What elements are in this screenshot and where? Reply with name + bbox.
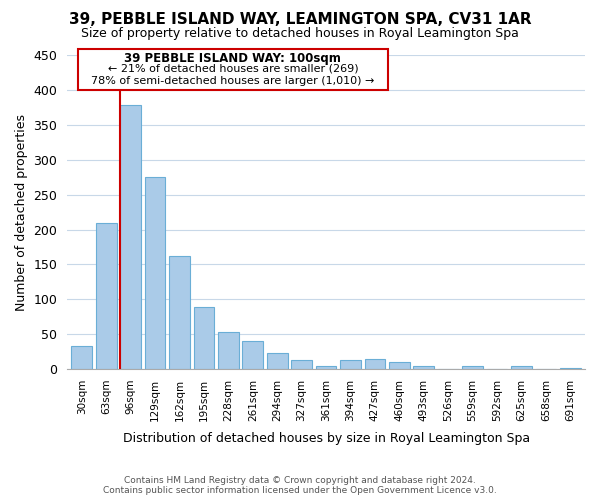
Bar bbox=[267, 353, 287, 369]
Bar bbox=[242, 341, 263, 369]
X-axis label: Distribution of detached houses by size in Royal Leamington Spa: Distribution of detached houses by size … bbox=[122, 432, 530, 445]
Y-axis label: Number of detached properties: Number of detached properties bbox=[15, 114, 28, 310]
Bar bbox=[389, 362, 410, 369]
Bar bbox=[413, 366, 434, 369]
Bar bbox=[120, 106, 141, 369]
Bar bbox=[169, 256, 190, 369]
Bar bbox=[511, 366, 532, 369]
Text: Contains HM Land Registry data © Crown copyright and database right 2024.
Contai: Contains HM Land Registry data © Crown c… bbox=[103, 476, 497, 495]
Bar bbox=[218, 332, 239, 369]
Bar bbox=[365, 358, 385, 369]
Bar bbox=[316, 366, 337, 369]
Bar bbox=[560, 368, 581, 369]
Bar bbox=[194, 307, 214, 369]
Bar bbox=[291, 360, 312, 369]
Text: ← 21% of detached houses are smaller (269): ← 21% of detached houses are smaller (26… bbox=[107, 64, 358, 74]
FancyBboxPatch shape bbox=[77, 49, 388, 90]
Text: 39, PEBBLE ISLAND WAY, LEAMINGTON SPA, CV31 1AR: 39, PEBBLE ISLAND WAY, LEAMINGTON SPA, C… bbox=[68, 12, 532, 28]
Text: Size of property relative to detached houses in Royal Leamington Spa: Size of property relative to detached ho… bbox=[81, 28, 519, 40]
Text: 39 PEBBLE ISLAND WAY: 100sqm: 39 PEBBLE ISLAND WAY: 100sqm bbox=[124, 52, 341, 65]
Text: 78% of semi-detached houses are larger (1,010) →: 78% of semi-detached houses are larger (… bbox=[91, 76, 374, 86]
Bar bbox=[71, 346, 92, 369]
Bar bbox=[96, 222, 116, 369]
Bar bbox=[340, 360, 361, 369]
Bar bbox=[462, 366, 483, 369]
Bar bbox=[145, 177, 166, 369]
